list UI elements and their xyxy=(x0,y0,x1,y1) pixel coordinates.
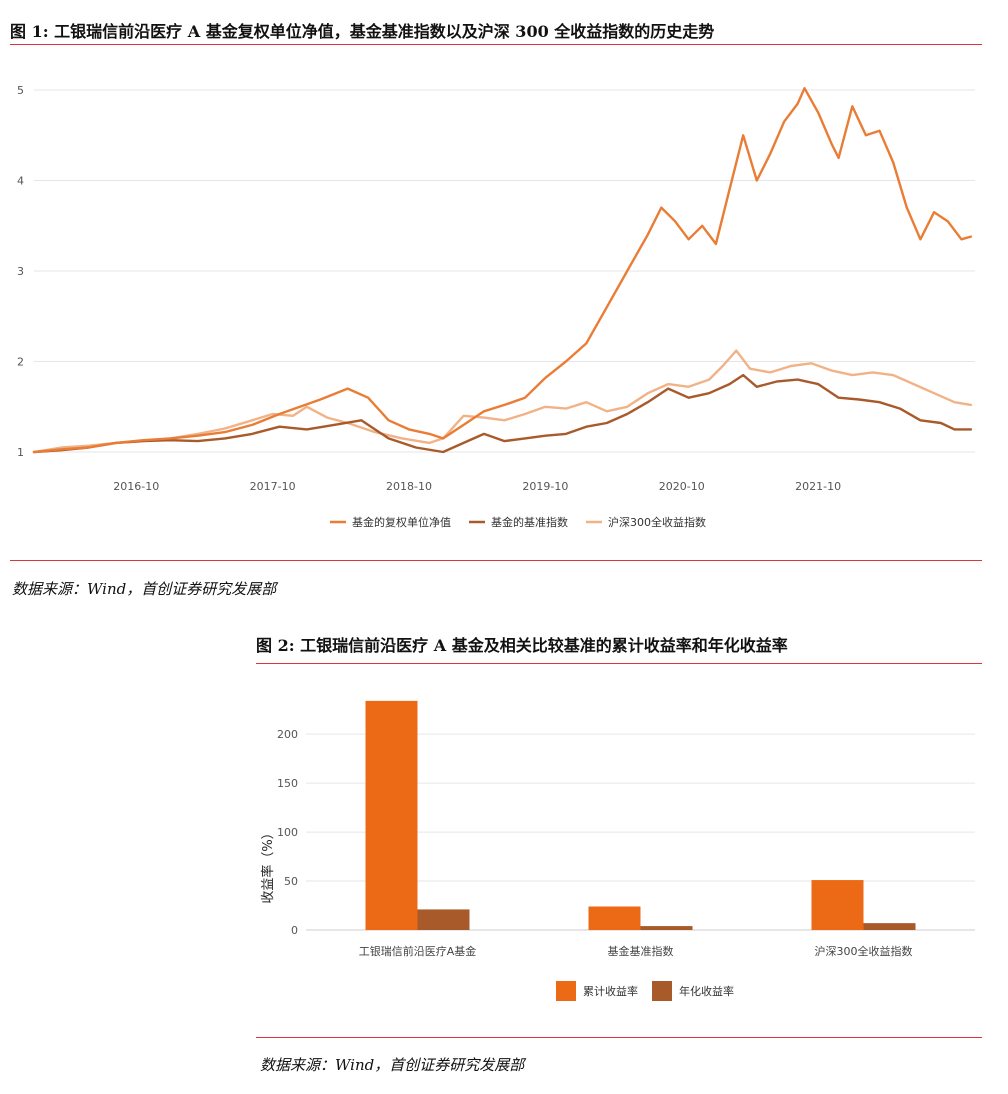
series-line xyxy=(32,349,973,454)
figure1-bottom-rule xyxy=(10,560,982,561)
x-tick-label: 2016-10 xyxy=(113,480,159,493)
x-tick-label: 2021-10 xyxy=(795,480,841,493)
y-tick-label: 5 xyxy=(17,84,24,97)
legend-label: 基金的基准指数 xyxy=(491,515,568,529)
y-tick-label: 3 xyxy=(17,265,24,278)
figure1-source: 数据来源：Wind，首创证券研究发展部 xyxy=(12,580,277,598)
y-tick-label: 2 xyxy=(17,356,24,369)
figure2-source: 数据来源：Wind，首创证券研究发展部 xyxy=(260,1056,525,1074)
bar xyxy=(588,906,641,930)
x-tick-label: 2020-10 xyxy=(659,480,705,493)
x-tick-label: 2018-10 xyxy=(386,480,432,493)
y-tick-label: 150 xyxy=(277,777,298,790)
bar xyxy=(417,909,470,930)
x-tick-label: 2019-10 xyxy=(522,480,568,493)
bar xyxy=(863,923,916,930)
figure2-bottom-rule xyxy=(256,1037,982,1038)
series-line xyxy=(32,87,973,454)
legend-swatch xyxy=(652,981,672,1001)
x-category-label: 沪深300全收益指数 xyxy=(815,944,913,958)
x-tick-label: 2017-10 xyxy=(250,480,296,493)
series-line xyxy=(32,373,973,454)
legend-label: 年化收益率 xyxy=(679,984,734,998)
figure2-title: 图 2: 工银瑞信前沿医疗 A 基金及相关比较基准的累计收益率和年化收益率 xyxy=(256,636,788,655)
figure2-top-rule xyxy=(256,663,982,664)
y-tick-label: 50 xyxy=(284,875,298,888)
bar xyxy=(640,926,693,930)
y-tick-label: 4 xyxy=(17,175,24,188)
x-category-label: 工银瑞信前沿医疗A基金 xyxy=(359,944,477,958)
legend-swatch xyxy=(556,981,576,1001)
bar xyxy=(811,880,864,930)
y-axis-label: 收益率（%） xyxy=(260,826,276,903)
figure2-bar-chart: 0 50 100 150 200 工银瑞信前沿医疗A基金 基金基准指数 沪深300全收益指数… xyxy=(260,700,975,1001)
bar xyxy=(365,700,418,930)
figure1-title: 图 1: 工银瑞信前沿医疗 A 基金复权单位净值，基金基准指数以及沪深 300 … xyxy=(10,22,715,41)
y-tick-label: 0 xyxy=(291,924,298,937)
figure1-line-chart: 1 2 3 4 5 2016-10 2017-10 2018-10 2019-10 2020-1… xyxy=(17,84,975,529)
legend-label: 累计收益率 xyxy=(583,984,638,998)
y-tick-label: 1 xyxy=(17,446,24,459)
y-tick-label: 100 xyxy=(277,826,298,839)
y-tick-label: 200 xyxy=(277,728,298,741)
legend-label: 基金的复权单位净值 xyxy=(352,515,451,529)
figure1-top-rule xyxy=(10,44,982,45)
x-category-label: 基金基准指数 xyxy=(608,944,674,958)
legend-label: 沪深300全收益指数 xyxy=(608,515,706,529)
